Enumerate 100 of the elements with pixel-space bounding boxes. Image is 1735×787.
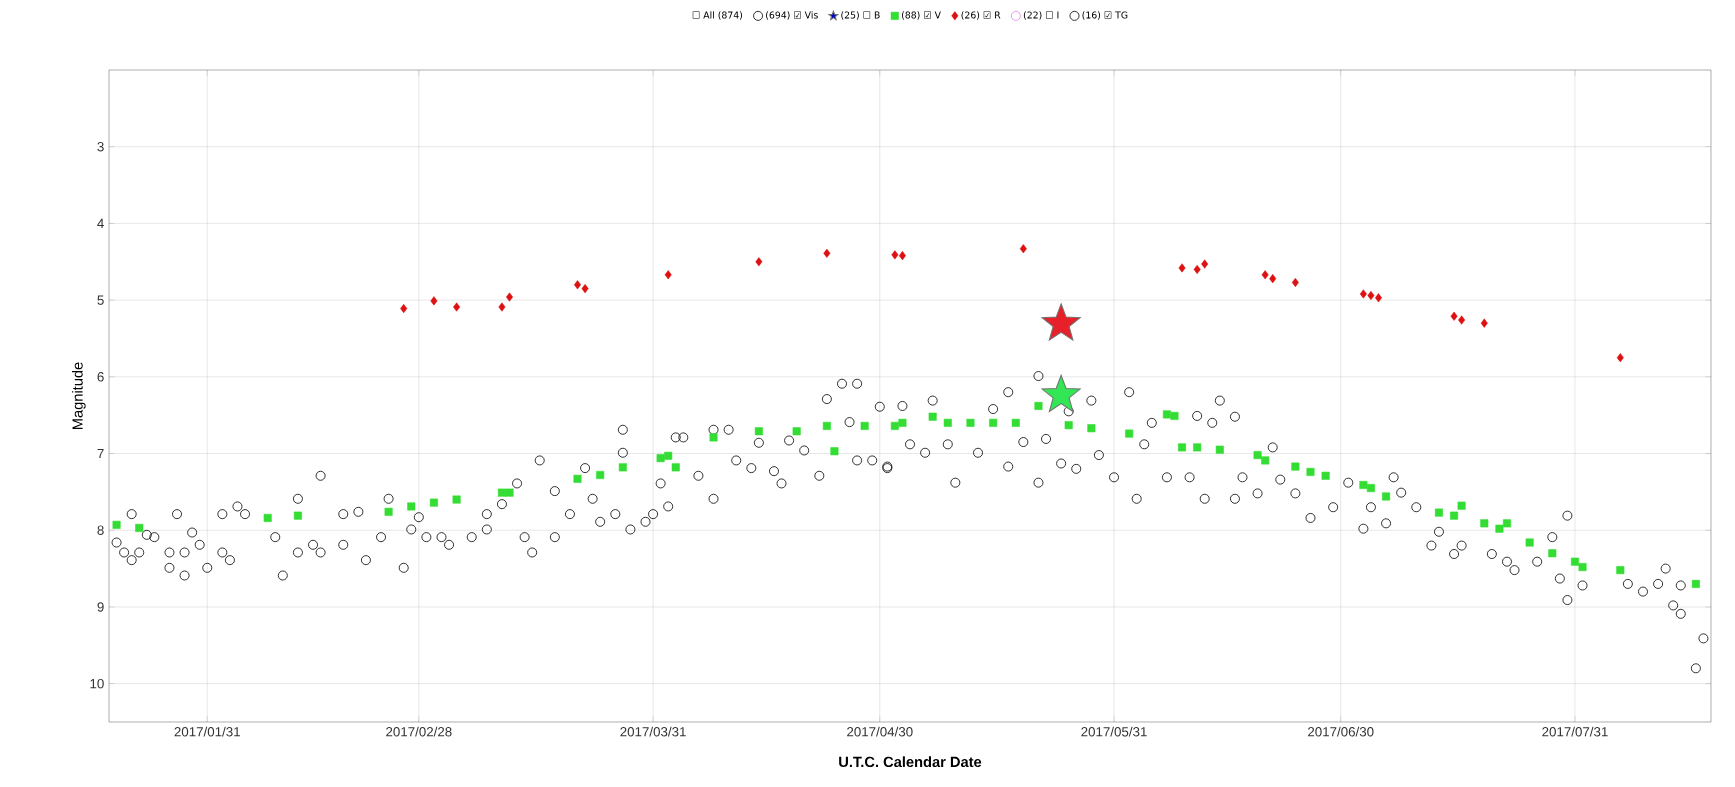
point	[1170, 411, 1179, 420]
point	[898, 251, 906, 261]
point	[1261, 270, 1269, 280]
point	[1458, 315, 1466, 325]
point	[1253, 451, 1262, 460]
y-tick-label: 3	[97, 141, 104, 152]
y-tick-label: 4	[97, 218, 104, 228]
x-tick-label: 2017/07/31	[1542, 726, 1608, 737]
y-tick-label: 7	[97, 448, 104, 459]
point	[1495, 524, 1504, 533]
y-tick-label: 6	[97, 372, 104, 382]
point	[989, 418, 998, 427]
point	[1261, 456, 1270, 465]
point	[1291, 462, 1300, 471]
point	[1691, 579, 1700, 588]
point	[1502, 519, 1511, 528]
point	[112, 520, 121, 529]
point	[1375, 293, 1382, 303]
point	[1321, 471, 1330, 480]
point	[1367, 290, 1375, 301]
point	[822, 421, 831, 430]
point	[1162, 410, 1171, 419]
point	[1548, 549, 1557, 558]
point	[574, 280, 581, 290]
x-tick-label: 2017/06/30	[1308, 726, 1374, 737]
point	[664, 270, 672, 280]
point	[581, 284, 589, 294]
legend-label: (22) ☐ I	[1023, 11, 1059, 20]
point	[1366, 484, 1375, 493]
point	[1041, 303, 1081, 341]
point	[1064, 421, 1073, 430]
point	[506, 292, 513, 302]
point	[830, 447, 839, 456]
point	[1480, 519, 1489, 528]
y-tick-label: 9	[97, 602, 104, 612]
point	[429, 498, 438, 507]
point	[1269, 274, 1277, 284]
point	[898, 418, 907, 427]
point	[943, 418, 952, 427]
x-tick-label: 2017/03/31	[620, 726, 686, 737]
point	[400, 304, 408, 314]
point	[293, 511, 302, 520]
point	[860, 421, 869, 430]
point	[618, 463, 627, 472]
y-tick-label: 10	[90, 678, 104, 689]
point	[573, 474, 582, 483]
point	[1125, 429, 1134, 438]
point	[890, 421, 899, 430]
point	[430, 296, 438, 306]
point	[1291, 277, 1299, 288]
point	[1193, 443, 1202, 452]
legend-title: ☐ All (874)	[692, 11, 743, 20]
point	[891, 250, 899, 260]
x-tick-label: 2017/05/31	[1081, 726, 1147, 737]
point	[1215, 445, 1224, 454]
x-tick-label: 2017/01/31	[174, 726, 240, 737]
point	[1382, 492, 1391, 501]
point	[1359, 289, 1367, 299]
point	[1201, 259, 1209, 269]
point	[754, 427, 763, 436]
point	[1616, 566, 1625, 575]
point	[1450, 511, 1459, 520]
point	[1570, 557, 1579, 566]
point	[1178, 263, 1186, 273]
point	[384, 507, 393, 516]
point	[1525, 538, 1534, 547]
point	[966, 418, 975, 427]
point	[1578, 563, 1587, 572]
point	[709, 433, 718, 442]
point	[498, 302, 506, 312]
y-tick-label: 8	[97, 525, 104, 535]
point	[135, 523, 144, 532]
point	[263, 513, 272, 522]
y-tick-label: 5	[97, 295, 104, 305]
point	[1193, 264, 1201, 274]
x-tick-label: 2017/04/30	[847, 726, 913, 737]
legend-label: (26) ☑ R	[961, 11, 1001, 20]
legend-label: (88) ☑ V	[901, 11, 941, 20]
point	[407, 502, 416, 511]
point	[1359, 480, 1368, 489]
point	[755, 257, 763, 267]
x-tick-label: 2017/02/28	[386, 726, 452, 737]
point	[1019, 244, 1027, 254]
point	[1616, 353, 1624, 363]
point	[928, 412, 937, 421]
point	[505, 488, 514, 497]
point	[1011, 418, 1020, 427]
point	[497, 488, 506, 497]
point	[792, 427, 801, 436]
y-axis-title: Magnitude	[71, 362, 86, 430]
point	[1434, 508, 1443, 517]
point	[452, 495, 461, 504]
point	[1034, 401, 1043, 410]
legend-label: (16) ☑ TG	[1082, 11, 1128, 20]
point	[823, 248, 831, 258]
legend-label: (25) ☐ B	[841, 11, 880, 20]
point	[1450, 311, 1458, 321]
point	[596, 471, 605, 480]
point	[664, 451, 673, 460]
point	[1457, 501, 1466, 510]
